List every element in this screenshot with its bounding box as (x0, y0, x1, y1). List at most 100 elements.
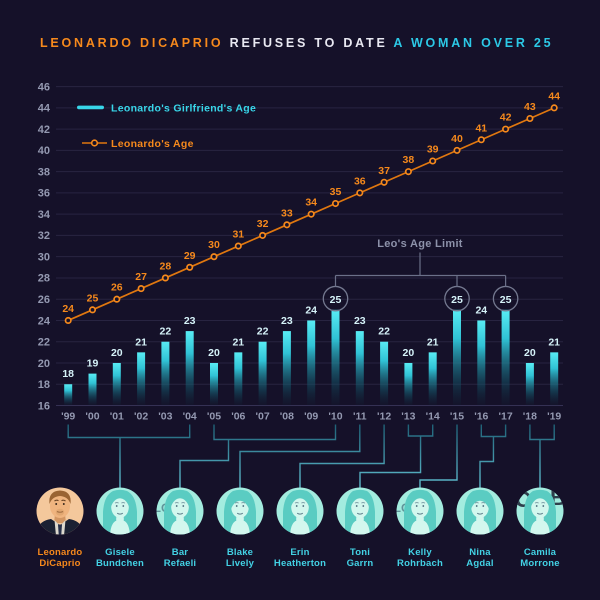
y-axis-label: 22 (38, 337, 50, 349)
leo-age-value: 28 (160, 260, 172, 272)
face (531, 496, 549, 518)
leo-age-value: 25 (87, 292, 99, 304)
girlfriend-age-value: 21 (135, 336, 147, 348)
face (351, 496, 369, 518)
eyebrow (174, 502, 179, 504)
girlfriend-age-value: 24 (305, 304, 317, 316)
girlfriend-age-bar (210, 362, 218, 406)
leo-age-marker (331, 199, 340, 208)
eye (355, 505, 358, 507)
year-label: '04 (183, 411, 197, 423)
chest (170, 521, 190, 535)
y-axis-label: 46 (38, 81, 50, 93)
girlfriend-age-bar (258, 341, 267, 406)
avatar (36, 487, 84, 535)
eyebrow (354, 502, 359, 504)
eyebrow (181, 502, 186, 504)
y-axis-label: 34 (38, 209, 51, 221)
person-name-line2: DiCaprio (39, 558, 80, 569)
year-label: '08 (280, 411, 294, 423)
girlfriend-age-bar (525, 362, 534, 406)
girlfriend-age-value: 22 (257, 326, 269, 338)
year-label: '11 (353, 411, 367, 423)
legend: Leonardo's Girlfriend's Age Leonardo's A… (77, 103, 256, 150)
eye (55, 503, 58, 505)
person-name-line1: Nina (469, 547, 491, 558)
leo-age-value: 36 (354, 175, 366, 187)
y-axis-label: 42 (38, 124, 50, 136)
mouth (296, 512, 304, 515)
leo-age-value: 32 (257, 218, 269, 230)
year-label: '00 (85, 411, 99, 423)
connector-blake (239, 424, 361, 489)
y-axis-label: 30 (38, 251, 50, 263)
avatar: LO (396, 487, 444, 535)
year-label: '07 (256, 411, 270, 423)
avatar-photo (336, 487, 384, 535)
face (50, 494, 70, 518)
leo-age-value: 41 (475, 122, 487, 134)
chest (110, 521, 130, 535)
girlfriend-age-bar (185, 331, 194, 406)
person-name-line2: Refaeli (164, 558, 197, 569)
eyebrow (534, 502, 539, 504)
title-part-refuses: REFUSES TO DATE (230, 36, 394, 50)
eye (115, 505, 118, 507)
tie (58, 524, 62, 535)
connector-nina (479, 424, 507, 489)
leo-age-marker (113, 295, 121, 303)
eyebrow (301, 502, 306, 504)
hair-front (470, 494, 490, 510)
age-limit-bracket (334, 252, 507, 287)
leo-age-value: 29 (184, 250, 196, 262)
leo-age-marker (259, 231, 267, 239)
year-label: '03 (158, 411, 172, 423)
connector-toni (359, 424, 434, 489)
leo-age-line: 24 25 26 27 28 29 30 31 32 33 34 35 36 37 38 39 40 41 42 43… (62, 90, 560, 325)
mouth (116, 512, 124, 515)
person-name-line1: Camila (524, 547, 557, 558)
connector-gisele (67, 424, 191, 489)
year-label: '05 (207, 411, 221, 423)
girlfriend-age-value: 20 (208, 347, 220, 359)
eye (235, 505, 238, 507)
chest (230, 521, 250, 535)
page-title: LEONARDO DICAPRIO REFUSES TO DATE A WOMA… (40, 36, 553, 50)
hair-front (410, 494, 430, 507)
person-name-line1: Erin (290, 547, 309, 558)
leo-age-marker (283, 221, 291, 229)
avatar-photo: LO (396, 487, 444, 535)
hair-front (530, 494, 550, 507)
leo-age-marker (137, 285, 145, 293)
eyebrow (414, 502, 419, 504)
eyebrow (481, 502, 486, 504)
chest (470, 521, 490, 535)
chest (290, 521, 310, 535)
year-label: '02 (134, 411, 148, 423)
eye (295, 505, 298, 507)
hair-front (350, 494, 370, 507)
person-name-line2: Bundchen (96, 558, 144, 569)
girlfriend-age-bar (477, 320, 486, 406)
eyebrow (114, 502, 119, 504)
avatar-photo (36, 487, 84, 535)
year-label: '15 (450, 411, 464, 423)
avatar-photo (456, 487, 504, 535)
person-name-line2: Agdal (466, 558, 493, 569)
year-label: '12 (377, 411, 391, 423)
leo-age-marker (404, 168, 412, 176)
mouth (536, 512, 544, 515)
eye (542, 505, 545, 507)
eye (415, 505, 418, 507)
girlfriend-age-value: 19 (87, 358, 99, 370)
girlfriend-age-value: 20 (403, 347, 415, 359)
hair (49, 490, 71, 504)
leo-age-value: 38 (403, 154, 415, 166)
y-axis-label: 32 (38, 230, 50, 242)
eyebrow (361, 502, 366, 504)
girlfriend-age-bars: 18 19 20 21 22 23 20 21 22 23 24 25 23 22 20 21 25 24 25 20… (62, 285, 560, 406)
legend-girlfriend-label: Leonardo's Girlfriend's Age (111, 103, 256, 115)
legend-girlfriend-swatch (77, 105, 104, 110)
